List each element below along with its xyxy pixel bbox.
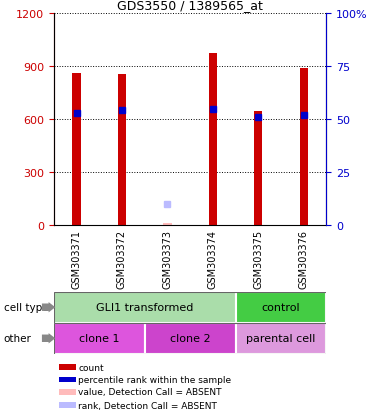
Text: control: control <box>262 302 301 313</box>
Text: GLI1 transformed: GLI1 transformed <box>96 302 193 313</box>
Bar <box>254 112 262 225</box>
Bar <box>209 54 217 225</box>
Bar <box>236 292 326 323</box>
Text: percentile rank within the sample: percentile rank within the sample <box>78 375 232 384</box>
Text: value, Detection Call = ABSENT: value, Detection Call = ABSENT <box>78 387 222 396</box>
Text: GSM303373: GSM303373 <box>162 230 173 289</box>
Bar <box>59 377 76 382</box>
Text: rank, Detection Call = ABSENT: rank, Detection Call = ABSENT <box>78 401 217 410</box>
Text: clone 1: clone 1 <box>79 333 119 344</box>
Bar <box>118 75 126 225</box>
Bar <box>59 402 76 408</box>
Bar <box>59 389 76 394</box>
Bar <box>145 323 236 354</box>
Text: GSM303374: GSM303374 <box>208 230 218 289</box>
Bar <box>54 292 236 323</box>
Text: parental cell: parental cell <box>246 333 316 344</box>
Text: GSM303375: GSM303375 <box>253 230 263 289</box>
Bar <box>72 74 81 225</box>
Text: GSM303376: GSM303376 <box>299 230 309 289</box>
Text: clone 2: clone 2 <box>170 333 210 344</box>
Text: other: other <box>4 333 32 344</box>
Text: GSM303371: GSM303371 <box>72 230 82 289</box>
Bar <box>163 223 171 225</box>
Title: GDS3550 / 1389565_at: GDS3550 / 1389565_at <box>117 0 263 12</box>
Text: count: count <box>78 363 104 372</box>
Bar <box>54 323 145 354</box>
Text: GSM303372: GSM303372 <box>117 230 127 289</box>
Bar <box>300 69 308 225</box>
Text: cell type: cell type <box>4 302 48 313</box>
Bar <box>236 323 326 354</box>
Bar <box>59 365 76 370</box>
